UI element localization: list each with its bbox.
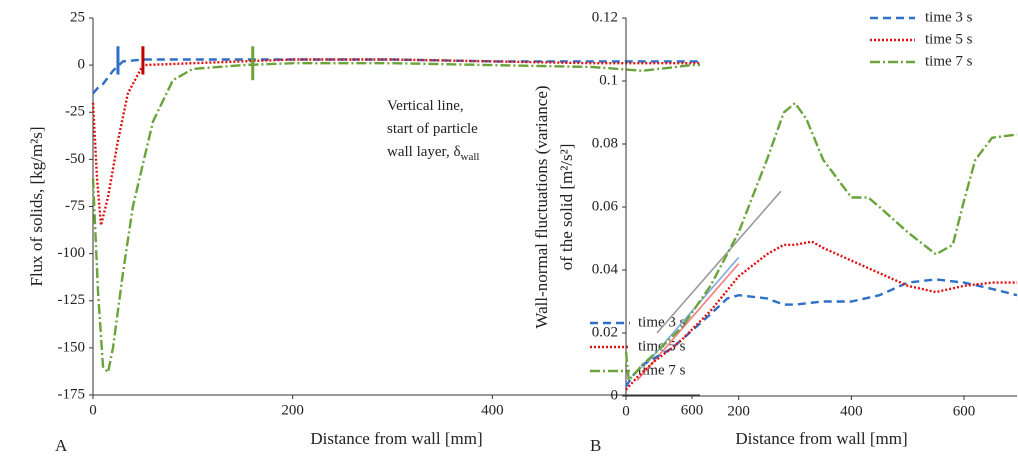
panel-label: A bbox=[55, 436, 68, 455]
annotation-text: wall layer, δ bbox=[387, 144, 461, 160]
x-axis-label: Distance from wall [mm] bbox=[735, 429, 907, 448]
y-tick-label: 25 bbox=[70, 9, 85, 25]
x-tick-label: 0 bbox=[89, 402, 97, 418]
y-axis-label: Flux of solids, [kg/m²s] bbox=[27, 127, 46, 287]
y-axis-label: Wall-normal fluctuations (variance) bbox=[532, 85, 551, 328]
trend-line bbox=[656, 190, 782, 334]
y-tick-label: -50 bbox=[65, 151, 85, 167]
y-tick-label: -75 bbox=[65, 198, 85, 214]
legend-label: time 3 s bbox=[925, 9, 973, 25]
y-tick-label: -25 bbox=[65, 104, 85, 120]
series-line bbox=[624, 278, 1018, 388]
legend-label: time 7 s bbox=[925, 53, 973, 69]
legend-label: time 5 s bbox=[925, 31, 973, 47]
series-line bbox=[91, 62, 700, 376]
annotation: wall layer, δwall bbox=[387, 144, 479, 162]
x-tick-label: 400 bbox=[481, 402, 504, 418]
y-tick-label: 0.06 bbox=[592, 198, 619, 214]
y-tick-label: 0.1 bbox=[599, 72, 618, 88]
y-tick-label: 0.04 bbox=[592, 261, 619, 277]
y-tick-label: -175 bbox=[58, 386, 86, 402]
y-tick-label: -150 bbox=[58, 339, 86, 355]
x-tick-label: 600 bbox=[953, 403, 976, 419]
annotation-text: Vertical line, bbox=[387, 98, 464, 114]
series-line bbox=[625, 240, 1017, 391]
panel-label: B bbox=[590, 436, 601, 455]
y-tick-label: 0.08 bbox=[592, 135, 618, 151]
y-tick-label: 0.02 bbox=[592, 324, 618, 340]
y-axis-label: of the solid [m²/s²] bbox=[557, 144, 576, 271]
y-tick-label: 0 bbox=[611, 387, 619, 403]
x-tick-label: 200 bbox=[281, 402, 304, 418]
y-tick-label: -100 bbox=[58, 245, 86, 261]
annotation-text: start of particle bbox=[387, 121, 478, 137]
y-tick-label: 0.12 bbox=[592, 9, 618, 25]
annotation: start of particle bbox=[387, 121, 478, 137]
series-line bbox=[92, 58, 700, 95]
x-axis-label: Distance from wall [mm] bbox=[310, 429, 482, 448]
series-line bbox=[624, 101, 1018, 384]
annotation-subscript: wall bbox=[461, 151, 480, 163]
legend-label: time 3 s bbox=[638, 314, 686, 330]
x-tick-label: 600 bbox=[681, 402, 704, 418]
x-tick-label: 200 bbox=[727, 403, 750, 419]
annotation: Vertical line, bbox=[387, 98, 464, 114]
x-tick-label: 0 bbox=[622, 403, 630, 419]
y-tick-label: -125 bbox=[58, 292, 86, 308]
x-tick-label: 400 bbox=[840, 403, 863, 419]
y-tick-label: 0 bbox=[78, 57, 86, 73]
